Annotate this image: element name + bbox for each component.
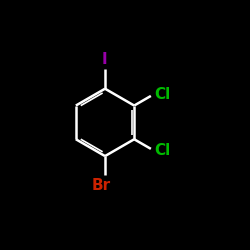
Text: Br: Br [92,178,111,193]
Text: Cl: Cl [154,86,170,102]
Text: I: I [101,52,107,67]
Text: Cl: Cl [154,143,170,158]
